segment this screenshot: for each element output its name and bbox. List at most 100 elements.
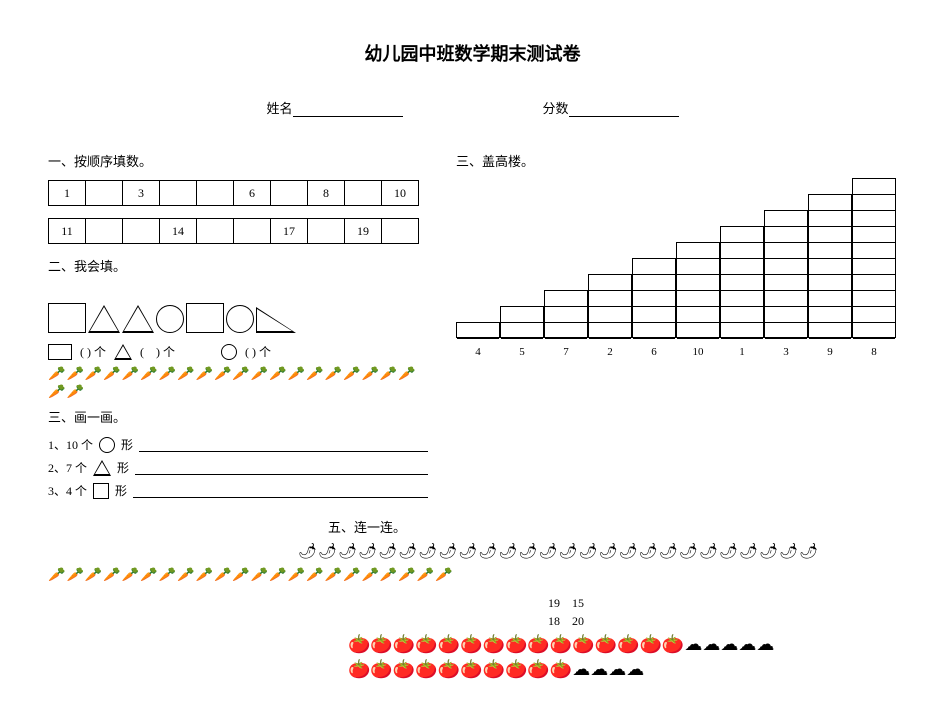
q2-heading: 二、我会填。 bbox=[48, 256, 428, 275]
draw-item: 1、10 个形 bbox=[48, 436, 428, 453]
circ-icon bbox=[99, 437, 115, 453]
seq-cell: 8 bbox=[308, 181, 345, 206]
seq-cell: 6 bbox=[234, 181, 271, 206]
pepper-icon: 🌶 bbox=[478, 542, 497, 561]
tower-label: 5 bbox=[500, 346, 544, 358]
q1-row1: 136810 bbox=[48, 180, 419, 206]
pepper-icon: 🌶 bbox=[378, 542, 397, 561]
carrot-icon: 🥕 bbox=[325, 567, 342, 584]
tower-column bbox=[808, 194, 852, 338]
carrot-icon: 🥕 bbox=[122, 567, 139, 584]
seq-cell: 19 bbox=[345, 219, 382, 244]
page-title: 幼儿园中班数学期末测试卷 bbox=[48, 40, 897, 66]
pepper-icon: 🌶 bbox=[799, 542, 818, 561]
score-field: 分数 bbox=[543, 98, 679, 117]
seq-cell bbox=[86, 219, 123, 244]
carrot-icon: 🥕 bbox=[269, 366, 286, 383]
pepper-icon: 🌶 bbox=[539, 542, 558, 561]
carrot-icon: 🥕 bbox=[48, 384, 65, 401]
pepper-icon: 🌶 bbox=[779, 542, 798, 561]
carrot-icon: 🥕 bbox=[103, 366, 120, 383]
carrot-icon: 🥕 bbox=[269, 567, 286, 584]
seq-cell bbox=[345, 181, 382, 206]
tower-label: 3 bbox=[764, 346, 808, 358]
carrot-icon: 🥕 bbox=[232, 366, 249, 383]
fruit-icon: 🍅 bbox=[617, 634, 639, 655]
carrot-icon: 🥕 bbox=[48, 366, 65, 383]
carrot-icon: 🥕 bbox=[177, 366, 194, 383]
fruit-icon: 🍅 bbox=[348, 634, 370, 655]
seq-cell: 14 bbox=[160, 219, 197, 244]
pepper-icon: 🌶 bbox=[759, 542, 778, 561]
carrot-icon: 🥕 bbox=[177, 567, 194, 584]
fruit-icon: ☁ bbox=[572, 659, 590, 680]
carrot-icon: 🥕 bbox=[398, 567, 415, 584]
pepper-icon: 🌶 bbox=[358, 542, 377, 561]
carrot-icon: 🥕 bbox=[343, 567, 360, 584]
rectangle-icon bbox=[48, 344, 72, 360]
carrot-icon: 🥕 bbox=[48, 567, 65, 584]
seq-cell bbox=[197, 181, 234, 206]
carrot-row-2: 🥕🥕🥕🥕🥕🥕🥕🥕🥕🥕🥕🥕🥕🥕🥕🥕🥕🥕🥕🥕🥕🥕 bbox=[48, 567, 897, 584]
fruit-icon: ☁ bbox=[608, 659, 626, 680]
fruit-icon: 🍅 bbox=[370, 659, 392, 680]
fruit-icon: 🍅 bbox=[438, 659, 460, 680]
pepper-icon: 🌶 bbox=[639, 542, 658, 561]
fruit-icon: 🍅 bbox=[639, 634, 661, 655]
right-triangle-shape bbox=[256, 307, 296, 333]
carrot-icon: 🥕 bbox=[380, 567, 397, 584]
fruit-icon: 🍅 bbox=[527, 634, 549, 655]
triangle-shape bbox=[88, 305, 120, 333]
carrot-icon: 🥕 bbox=[214, 366, 231, 383]
tower-column bbox=[676, 242, 720, 338]
carrot-icon: 🥕 bbox=[398, 366, 415, 383]
pepper-icon: 🌶 bbox=[739, 542, 758, 561]
carrot-icon: 🥕 bbox=[140, 567, 157, 584]
fruit-icon: 🍅 bbox=[415, 659, 437, 680]
tower-column bbox=[852, 178, 896, 338]
seq-cell: 10 bbox=[382, 181, 419, 206]
carrot-icon: 🥕 bbox=[159, 366, 176, 383]
tower-column bbox=[500, 306, 544, 338]
number-scatter: 19 15 18 20 bbox=[548, 594, 897, 630]
carrot-icon: 🥕 bbox=[232, 567, 249, 584]
seq-cell bbox=[234, 219, 271, 244]
fruit-icon: ☁ bbox=[684, 634, 702, 655]
tower-label: 2 bbox=[588, 346, 632, 358]
draw-item: 2、7 个形 bbox=[48, 459, 428, 476]
seq-cell bbox=[86, 181, 123, 206]
fruit-icon: 🍅 bbox=[348, 659, 370, 680]
carrot-icon: 🥕 bbox=[66, 366, 83, 383]
carrot-icon: 🥕 bbox=[159, 567, 176, 584]
fruit-icon: ☁ bbox=[590, 659, 608, 680]
circle-icon bbox=[221, 344, 237, 360]
carrot-icon: 🥕 bbox=[325, 366, 342, 383]
carrot-icon: 🥕 bbox=[361, 366, 378, 383]
pepper-icon: 🌶 bbox=[438, 542, 457, 561]
fruit-icon: 🍅 bbox=[460, 659, 482, 680]
seq-cell bbox=[160, 181, 197, 206]
fruit-icon: ☁ bbox=[702, 634, 720, 655]
seq-cell: 11 bbox=[49, 219, 86, 244]
fruit-icon: 🍅 bbox=[370, 634, 392, 655]
info-row: 姓名 分数 bbox=[48, 98, 897, 117]
tower-label: 9 bbox=[808, 346, 852, 358]
seq-cell bbox=[382, 219, 419, 244]
carrot-icon: 🥕 bbox=[306, 567, 323, 584]
seq-cell: 1 bbox=[49, 181, 86, 206]
carrot-icon: 🥕 bbox=[361, 567, 378, 584]
tower-column bbox=[720, 226, 764, 338]
seq-cell bbox=[123, 219, 160, 244]
seq-cell: 17 bbox=[271, 219, 308, 244]
fruit-icon: 🍅 bbox=[393, 634, 415, 655]
pepper-icon: 🌶 bbox=[338, 542, 357, 561]
carrot-icon: 🥕 bbox=[140, 366, 157, 383]
q1-row2: 11 14 17 19 bbox=[48, 218, 419, 244]
fruit-icon: 🍅 bbox=[527, 659, 549, 680]
carrot-icon: 🥕 bbox=[343, 366, 360, 383]
carrot-icon: 🥕 bbox=[251, 567, 268, 584]
fruit-icon: 🍅 bbox=[550, 634, 572, 655]
tomato-row-2: 🍅🍅🍅🍅🍅🍅🍅🍅🍅🍅☁☁☁☁ bbox=[348, 659, 897, 680]
carrot-icon: 🥕 bbox=[306, 366, 323, 383]
fruit-icon: 🍅 bbox=[483, 634, 505, 655]
